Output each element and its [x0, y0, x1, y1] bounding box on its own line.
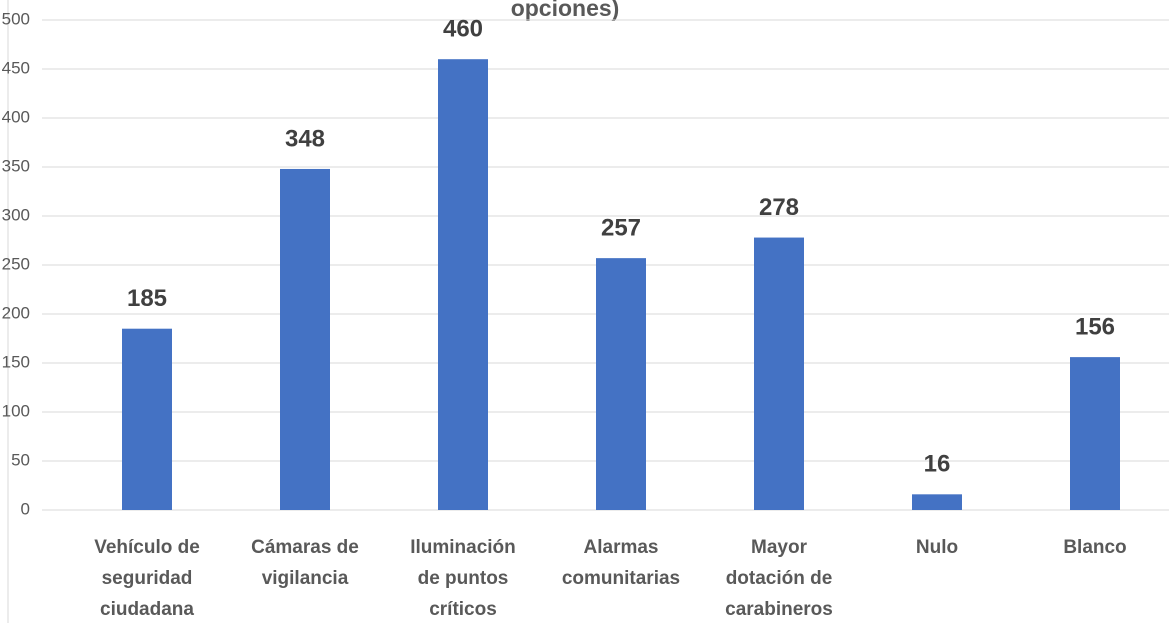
- x-tick-label: seguridad: [102, 568, 193, 589]
- x-tick-label: de puntos: [418, 568, 509, 589]
- data-label: 348: [285, 125, 325, 152]
- x-tick-label: carabineros: [725, 599, 833, 620]
- bar: [754, 237, 804, 510]
- chart-title: opciones): [511, 0, 620, 21]
- data-label: 185: [127, 285, 167, 312]
- bar: [912, 494, 962, 510]
- x-tick-label: comunitarias: [562, 568, 680, 589]
- x-tick-label: vigilancia: [262, 568, 349, 589]
- x-tick-label: Blanco: [1063, 537, 1126, 558]
- x-tick-label: dotación de: [726, 568, 833, 589]
- bar: [280, 168, 330, 510]
- data-label: 278: [759, 194, 799, 221]
- y-tick-label: 250: [2, 254, 30, 273]
- bar: [596, 258, 646, 510]
- y-tick-label: 200: [2, 303, 30, 322]
- y-tick-label: 500: [2, 9, 30, 28]
- data-label: 257: [601, 214, 641, 241]
- x-tick-label: ciudadana: [100, 599, 194, 620]
- x-tick-label: Alarmas: [584, 537, 659, 558]
- y-tick-label: 400: [2, 107, 30, 126]
- y-tick-label: 350: [2, 156, 30, 175]
- y-tick-label: 0: [21, 499, 30, 518]
- x-tick-label: Mayor: [751, 537, 808, 558]
- bar: [1070, 357, 1120, 510]
- x-tick-label: Iluminación: [410, 537, 516, 558]
- bar: [438, 59, 488, 510]
- x-tick-label: críticos: [429, 599, 497, 620]
- data-label: 16: [924, 451, 951, 478]
- y-tick-label: 100: [2, 401, 30, 420]
- x-tick-label: Cámaras de: [251, 537, 359, 558]
- y-tick-label: 150: [2, 352, 30, 371]
- bar: [122, 328, 172, 510]
- y-tick-label: 450: [2, 58, 30, 77]
- x-tick-label: Vehículo de: [94, 537, 200, 558]
- x-tick-label: Nulo: [916, 537, 958, 558]
- data-label: 460: [443, 16, 483, 43]
- y-tick-label: 50: [11, 450, 30, 469]
- y-tick-label: 300: [2, 205, 30, 224]
- data-label: 156: [1075, 313, 1115, 340]
